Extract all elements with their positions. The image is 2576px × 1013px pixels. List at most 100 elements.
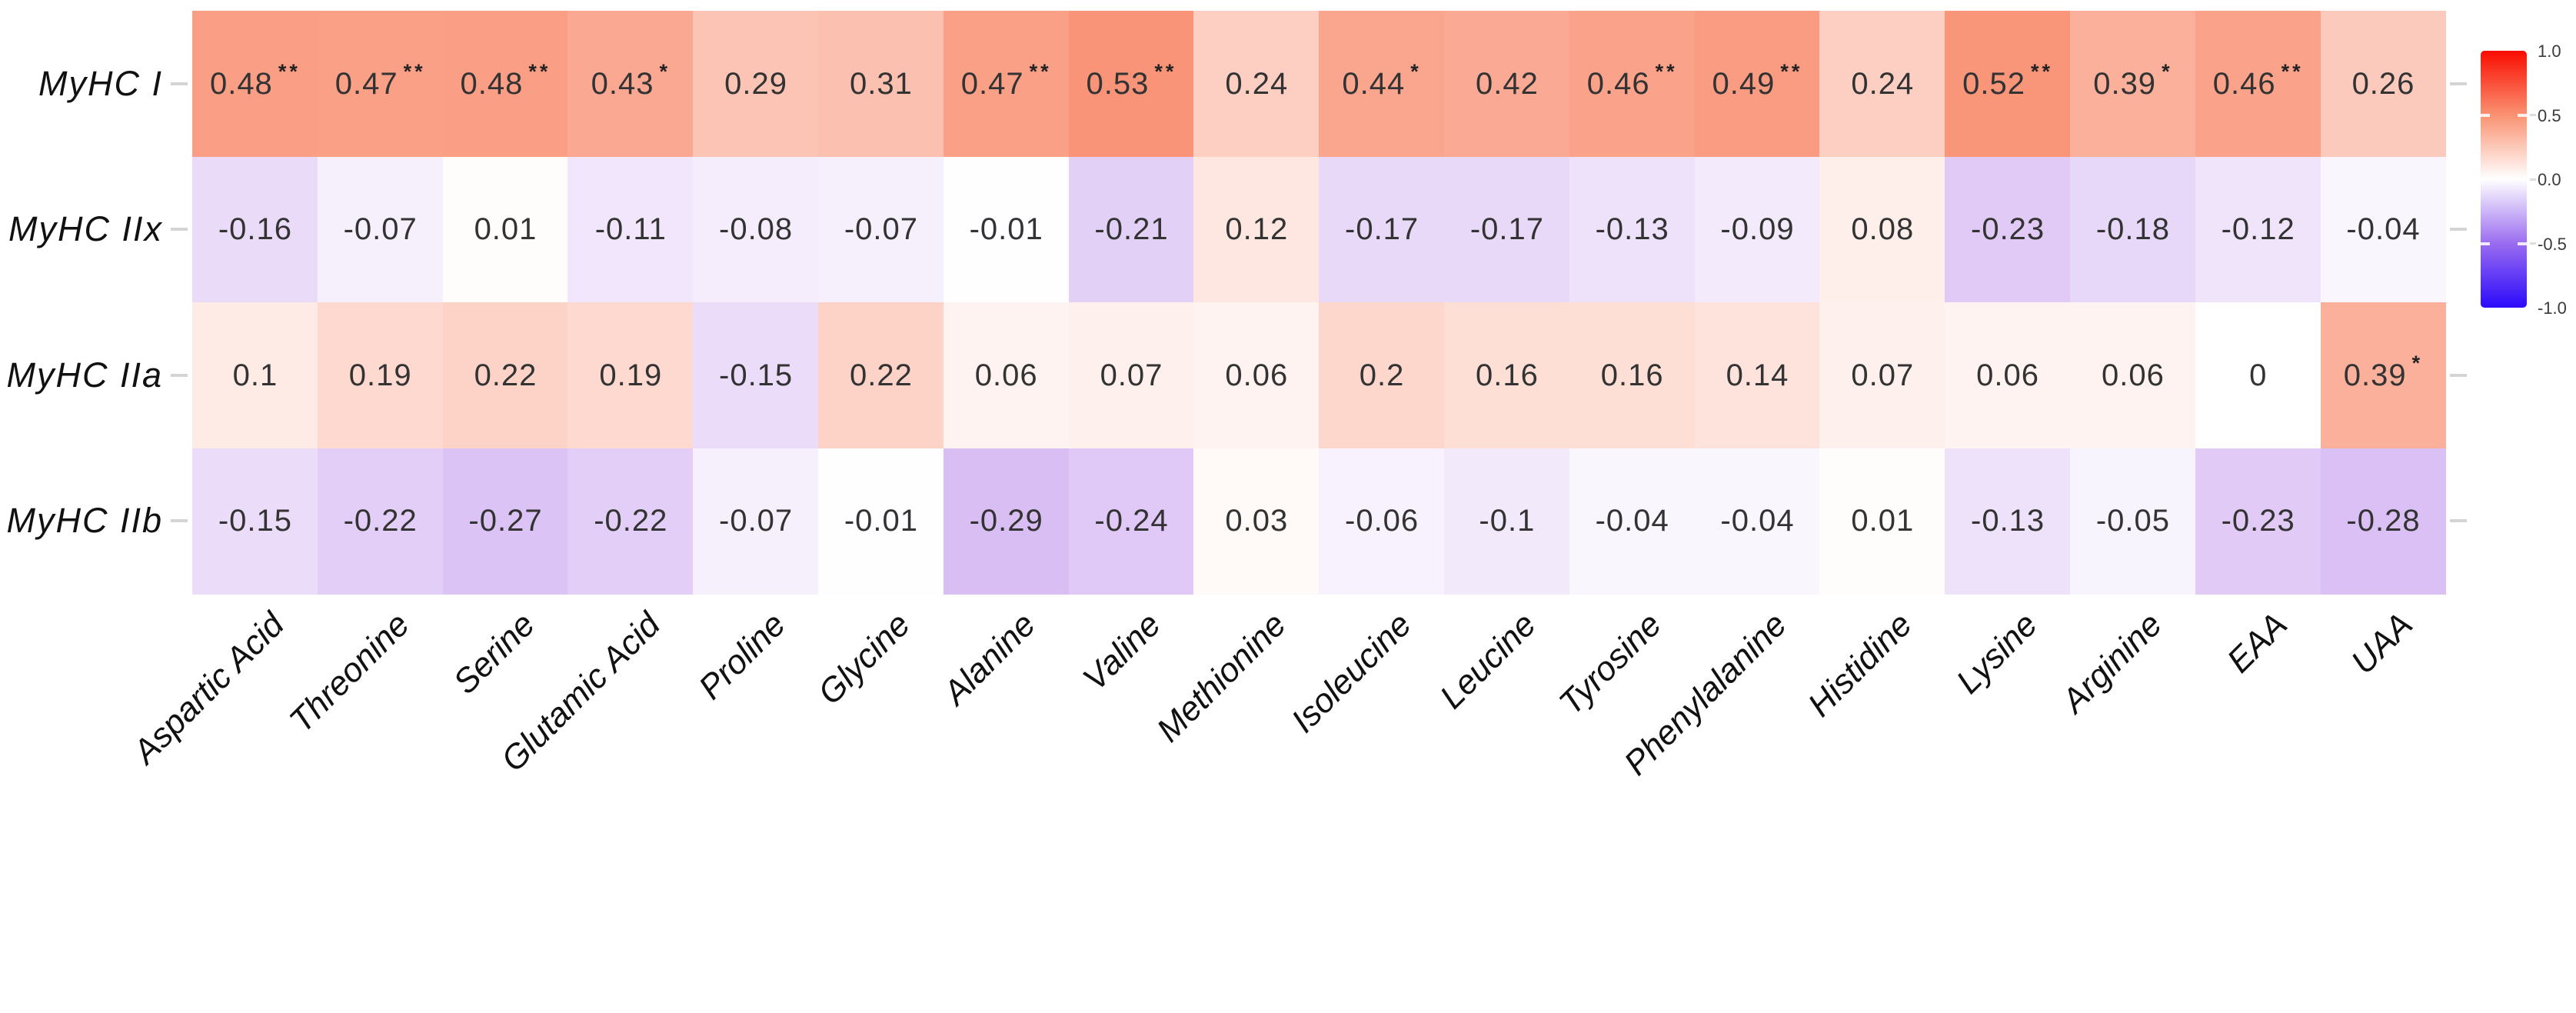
heatmap-cell: 0.46 **: [1569, 11, 1696, 158]
cell-value: -0.17: [1345, 212, 1419, 247]
cell-value: -0.23: [1971, 212, 2045, 247]
cell-value: -0.17: [1469, 212, 1544, 247]
heatmap-cell: 0: [2195, 302, 2321, 449]
colorbar-outer-tick: [2530, 114, 2536, 116]
heatmap-cell: 0.49 **: [1694, 11, 1821, 158]
heatmap-cell: 0.06: [1193, 302, 1320, 449]
cell-value: 0.06: [974, 358, 1038, 392]
cell-value: -0.08: [719, 212, 794, 247]
cell-value: 0.53: [1086, 66, 1150, 101]
heatmap-cell: -0.04: [1694, 448, 1821, 595]
cell-value: 0.46: [1586, 66, 1650, 101]
significance-stars: **: [1154, 59, 1177, 83]
heatmap-cell: -0.09: [1694, 156, 1821, 303]
colorbar-tick: [2481, 178, 2490, 181]
significance-stars: **: [278, 59, 301, 83]
colorbar-outer-tick: [2530, 178, 2536, 181]
row-tick-left: [171, 228, 188, 232]
heatmap-cell: -0.08: [693, 156, 819, 303]
heatmap-cell: 0.19: [317, 302, 444, 449]
cell-value: 0.19: [599, 358, 663, 392]
significance-stars: **: [1655, 59, 1678, 83]
heatmap-cell: 0.26: [2320, 11, 2447, 158]
heatmap-cell: 0.03: [1193, 448, 1320, 595]
row-tick-right: [2450, 82, 2468, 85]
cell-value: -0.1: [1479, 504, 1536, 538]
colorbar-tick: [2518, 113, 2527, 117]
cell-value: 0.07: [1851, 358, 1915, 392]
significance-stars: *: [659, 59, 671, 83]
heatmap-cell: -0.29: [943, 448, 1070, 595]
cell-value: 0.22: [474, 358, 537, 392]
heatmap-cell: 0.16: [1444, 302, 1570, 449]
row-label: MyHC I: [38, 63, 163, 103]
row-tick-right: [2450, 519, 2468, 523]
cell-value: 0.24: [1851, 66, 1915, 101]
heatmap-cell: -0.12: [2195, 156, 2321, 303]
heatmap-cell: -0.01: [943, 156, 1070, 303]
heatmap-cell: -0.07: [317, 156, 444, 303]
cell-value: -0.01: [969, 212, 1043, 247]
heatmap-cell: -0.15: [192, 448, 318, 595]
cell-value: 0.16: [1600, 358, 1664, 392]
heatmap-cell: 0.06: [943, 302, 1070, 449]
cell-value: 0.06: [2101, 358, 2165, 392]
legend-tick-label: 0.0: [2538, 170, 2561, 189]
cell-value: 0.26: [2351, 66, 2415, 101]
cell-value: -0.05: [2095, 504, 2170, 538]
colorbar-outer-tick: [2530, 242, 2536, 245]
cell-value: -0.24: [1094, 504, 1169, 538]
heatmap-cell: 0.52 **: [1945, 11, 2071, 158]
cell-value: 0.08: [1851, 212, 1915, 247]
heatmap-cell: -0.13: [1569, 156, 1696, 303]
correlation-heatmap-figure: MyHC I MyHC IIx MyHC IIa MyHC IIb 0.48 ** 0.47…: [6, 11, 2567, 783]
heatmap-cell: -0.04: [1569, 448, 1696, 595]
cell-value: 0.1: [232, 358, 278, 392]
cell-value: 0.49: [1712, 66, 1776, 101]
heatmap-cell: 0.29: [693, 11, 819, 158]
legend-tick-label: 1.0: [2538, 42, 2561, 61]
heatmap-cell: -0.07: [693, 448, 819, 595]
heatmap-cell: 0.24: [1193, 11, 1320, 158]
cell-value: 0.46: [2212, 66, 2276, 101]
cell-value: -0.22: [343, 504, 418, 538]
legend-tick-label: -0.5: [2538, 234, 2567, 254]
heatmap-cell: -0.22: [567, 448, 694, 595]
heatmap-cell: -0.15: [693, 302, 819, 449]
heatmap-cell: 0.53 **: [1068, 11, 1195, 158]
legend-tick-label: 0.5: [2538, 105, 2561, 125]
significance-stars: *: [1410, 59, 1422, 83]
heatmap-cell: -0.17: [1444, 156, 1570, 303]
significance-stars: **: [403, 59, 426, 83]
heatmap-cell: 0.08: [1819, 156, 1946, 303]
colorbar-tick: [2481, 113, 2490, 117]
cell-value: -0.09: [1720, 212, 1795, 247]
cell-value: 0.24: [1225, 66, 1289, 101]
cell-value: -0.21: [1094, 212, 1169, 247]
heatmap-cell: 0.48 **: [442, 11, 569, 158]
row-tick-right: [2450, 373, 2468, 377]
cell-value: -0.29: [969, 504, 1043, 538]
cell-value: 0.06: [1225, 358, 1289, 392]
heatmap-cell: -0.28: [2320, 448, 2447, 595]
cell-value: 0.44: [1342, 66, 1406, 101]
cell-value: -0.04: [2346, 212, 2421, 247]
cell-value: 0.03: [1225, 504, 1289, 538]
cell-value: -0.07: [844, 212, 918, 247]
significance-stars: **: [2281, 59, 2304, 83]
cell-value: -0.07: [343, 212, 418, 247]
heatmap-cell: 0.43 *: [567, 11, 694, 158]
heatmap-cell: -0.1: [1444, 448, 1570, 595]
cell-value: 0.06: [1976, 358, 2040, 392]
row-tick-left: [171, 82, 188, 85]
heatmap-cell: 0.47 **: [943, 11, 1070, 158]
heatmap-cell: 0.12: [1193, 156, 1320, 303]
significance-stars: *: [2162, 59, 2173, 83]
heatmap-cell: 0.42: [1444, 11, 1570, 158]
heatmap-cell: -0.01: [818, 448, 944, 595]
significance-stars: **: [2031, 59, 2054, 83]
heatmap-cell: 0.39 *: [2320, 302, 2447, 449]
heatmap-cell: -0.18: [2070, 156, 2196, 303]
heatmap-cell: 0.39 *: [2070, 11, 2196, 158]
heatmap-cell: -0.23: [2195, 448, 2321, 595]
